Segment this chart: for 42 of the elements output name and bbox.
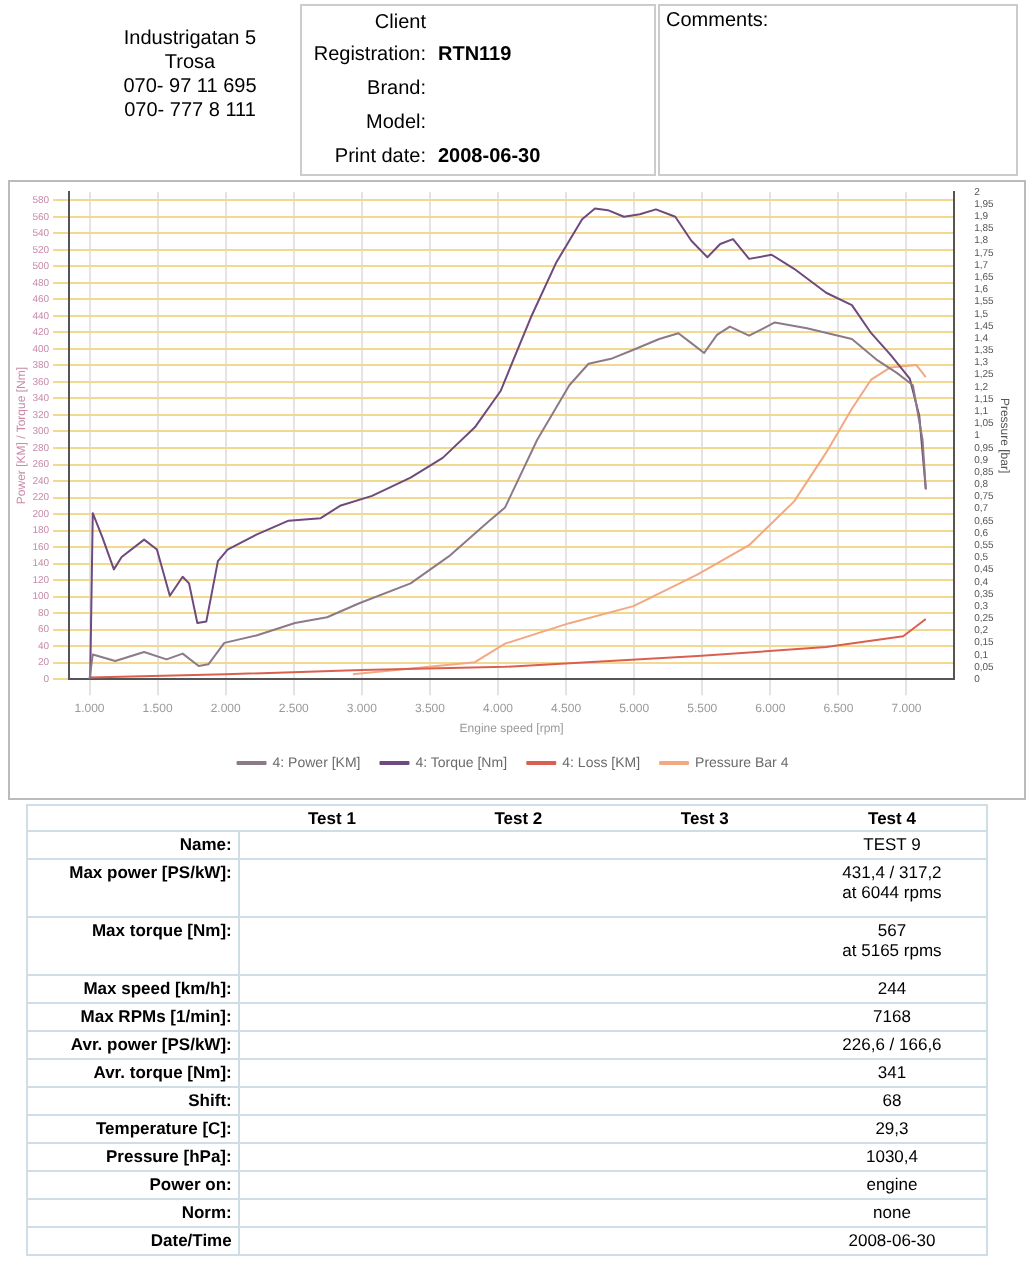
text: Max power [PS/kW]: (27, 859, 239, 917)
text: Comments: (666, 10, 769, 32)
text: 2008-06-30 (438, 146, 541, 168)
text: 2008-06-30 (797, 1227, 987, 1255)
text: none (797, 1199, 987, 1227)
text: Avr. power [PS/kW]: (27, 1031, 239, 1059)
text: Brand: (365, 78, 426, 100)
text: Print date: (332, 146, 426, 168)
text: TEST 9 (797, 831, 987, 859)
text: 431,4 / 317,2 at 6044 rpms (797, 859, 987, 917)
text: 7168 (797, 1003, 987, 1031)
text: Power on: (27, 1171, 239, 1199)
text: 244 (797, 975, 987, 1003)
text: Name: (27, 831, 239, 859)
text: RTN119 (438, 44, 512, 66)
text: Norm: (27, 1199, 239, 1227)
text: engine (797, 1171, 987, 1199)
text: 567 at 5165 rpms (797, 917, 987, 975)
text: Max speed [km/h]: (27, 975, 239, 1003)
text: Client (372, 12, 426, 34)
text: Test 2 (425, 805, 612, 831)
text: Avr. torque [Nm]: (27, 1059, 239, 1087)
text: Registration: (311, 44, 426, 66)
text: 226,6 / 166,6 (797, 1031, 987, 1059)
text: 341 (797, 1059, 987, 1087)
text: Shift: (27, 1087, 239, 1115)
text: Temperature [C]: (27, 1115, 239, 1143)
text: Date/Time (27, 1227, 239, 1255)
text: Trosa (162, 52, 218, 76)
text: Pressure [hPa]: (27, 1143, 239, 1171)
text: Test 4 (797, 805, 987, 831)
text: Test 1 (238, 805, 426, 831)
text: 29,3 (797, 1115, 987, 1143)
text: Max RPMs [1/min]: (27, 1003, 239, 1031)
text: 68 (797, 1087, 987, 1115)
text: Test 3 (611, 805, 798, 831)
text: Industrigatan 5 (121, 28, 259, 52)
text: 070- 777 8 111 (122, 100, 258, 124)
text: Max torque [Nm]: (27, 917, 239, 975)
text: Model: (363, 112, 426, 134)
text: 070- 97 11 695 (121, 76, 259, 100)
text: 1030,4 (797, 1143, 987, 1171)
